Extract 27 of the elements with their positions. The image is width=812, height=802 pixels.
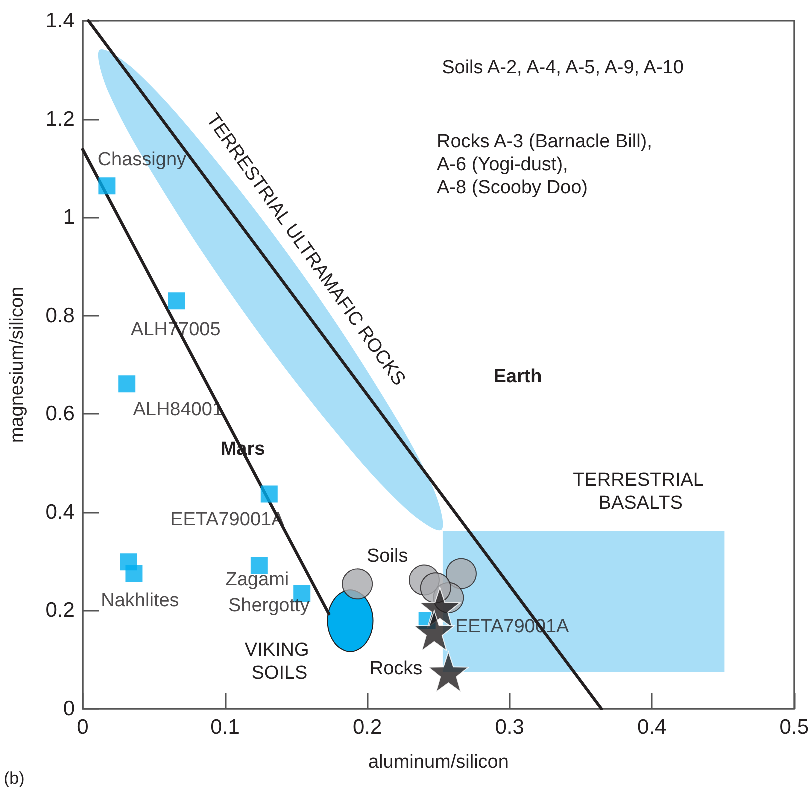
y-tick-label: 0.4 — [46, 500, 76, 524]
y-tick-label: 0.6 — [46, 402, 75, 426]
text: (b) — [4, 769, 25, 788]
y-axis-title: magnesium/silicon — [7, 286, 28, 444]
y-tick-label: 1.2 — [46, 108, 75, 131]
y-tick-label: 1 — [63, 206, 75, 230]
data-label: Chassigny — [98, 150, 188, 171]
series-label: Soils — [367, 546, 408, 568]
x-axis-title: aluminum/silicon — [368, 752, 509, 773]
annotation: Soils A-2, A-4, A-5, A-9, A-10 — [442, 58, 684, 78]
annotation: Earth — [494, 366, 542, 388]
y-tick-label: 1.4 — [46, 10, 76, 32]
data-label: Nakhlites — [101, 590, 180, 612]
y-tick-label: 0.2 — [46, 599, 75, 622]
x-tick-label: 0.2 — [352, 716, 382, 739]
x-tick-label: 0.5 — [780, 716, 810, 739]
data-label: Zagami — [226, 569, 290, 590]
y-tick-label: 0.8 — [46, 304, 75, 328]
series-label: Rocks — [370, 658, 423, 680]
data-label: Shergotty — [228, 596, 310, 617]
x-tick-label: 0.1 — [210, 716, 240, 739]
x-tick-label: 0.3 — [495, 716, 524, 739]
y-tick-label: 0 — [63, 698, 75, 720]
series-label: TERRESTRIAL BASALTS — [573, 470, 709, 514]
x-tick-label: 0.4 — [638, 716, 668, 739]
series-label: VIKING SOILS — [244, 640, 315, 684]
annotation: Rocks A-3 (Barnacle Bill), A-6 (Yogi-dust), A-8 (Scooby Doo) — [437, 132, 652, 198]
